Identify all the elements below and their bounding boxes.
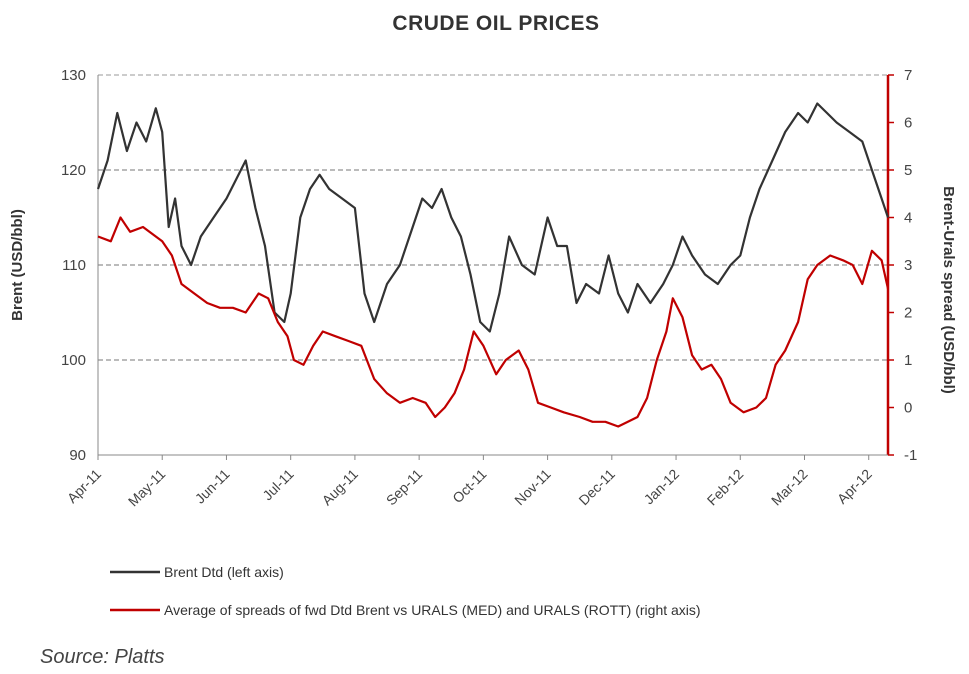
left-tick-label: 100 — [61, 352, 86, 369]
x-tick-label: Apr-11 — [64, 466, 104, 506]
legend-label-brent: Brent Dtd (left axis) — [164, 564, 284, 580]
right-tick-label: 7 — [904, 67, 912, 84]
right-tick-label: 2 — [904, 305, 912, 322]
x-axis: Apr-11 May-11 Jun-11 Jul-11 Aug-11 Sep-11 Oct-… — [64, 454, 888, 510]
right-tick-label: 3 — [904, 257, 912, 274]
x-tick-label: Nov-11 — [511, 466, 554, 509]
series-layer — [96, 102, 890, 428]
legend: Brent Dtd (left axis) Average of spreads… — [110, 564, 701, 618]
right-tick-label: 4 — [904, 210, 912, 227]
x-tick-label: Mar-12 — [768, 466, 811, 509]
x-tick-label: Sep-11 — [383, 466, 426, 509]
x-tick-label: May-11 — [125, 466, 169, 510]
left-axis-label: Brent (USD/bbl) — [9, 209, 26, 321]
right-tick-label: 5 — [904, 162, 912, 179]
legend-label-spread: Average of spreads of fwd Dtd Brent vs U… — [164, 602, 701, 618]
x-tick-label: Oct-11 — [449, 466, 489, 506]
right-tick-label: 1 — [904, 352, 912, 369]
right-tick-label: 6 — [904, 115, 912, 132]
left-tick-label: 120 — [61, 162, 86, 179]
left-tick-label: 110 — [62, 257, 86, 274]
x-tick-label: Feb-12 — [704, 466, 747, 509]
x-tick-label: Apr-12 — [834, 466, 875, 507]
series-line-brent — [96, 102, 890, 333]
x-tick-label: Jul-11 — [259, 466, 297, 504]
right-tick-label: 0 — [904, 400, 912, 417]
source-note: Source: Platts — [40, 646, 165, 668]
x-tick-label: Aug-11 — [319, 466, 362, 509]
grid-lines — [98, 74, 888, 361]
series-line-spread — [97, 216, 890, 428]
left-tick-label: 90 — [69, 447, 86, 464]
left-tick-label: 130 — [61, 67, 86, 84]
x-tick-label: Dec-11 — [575, 466, 618, 509]
right-tick-label: -1 — [904, 447, 917, 464]
x-tick-label: Jan-12 — [641, 466, 683, 508]
right-y-axis: -1 0 1 2 3 4 5 6 7 — [886, 67, 917, 464]
chart-title: CRUDE OIL PRICES — [392, 12, 599, 35]
right-axis-label: Brent-Urals spread (USD/bbl) — [940, 186, 957, 394]
x-tick-label: Jun-11 — [192, 466, 233, 507]
left-y-axis: 90 100 110 120 130 — [61, 67, 99, 464]
